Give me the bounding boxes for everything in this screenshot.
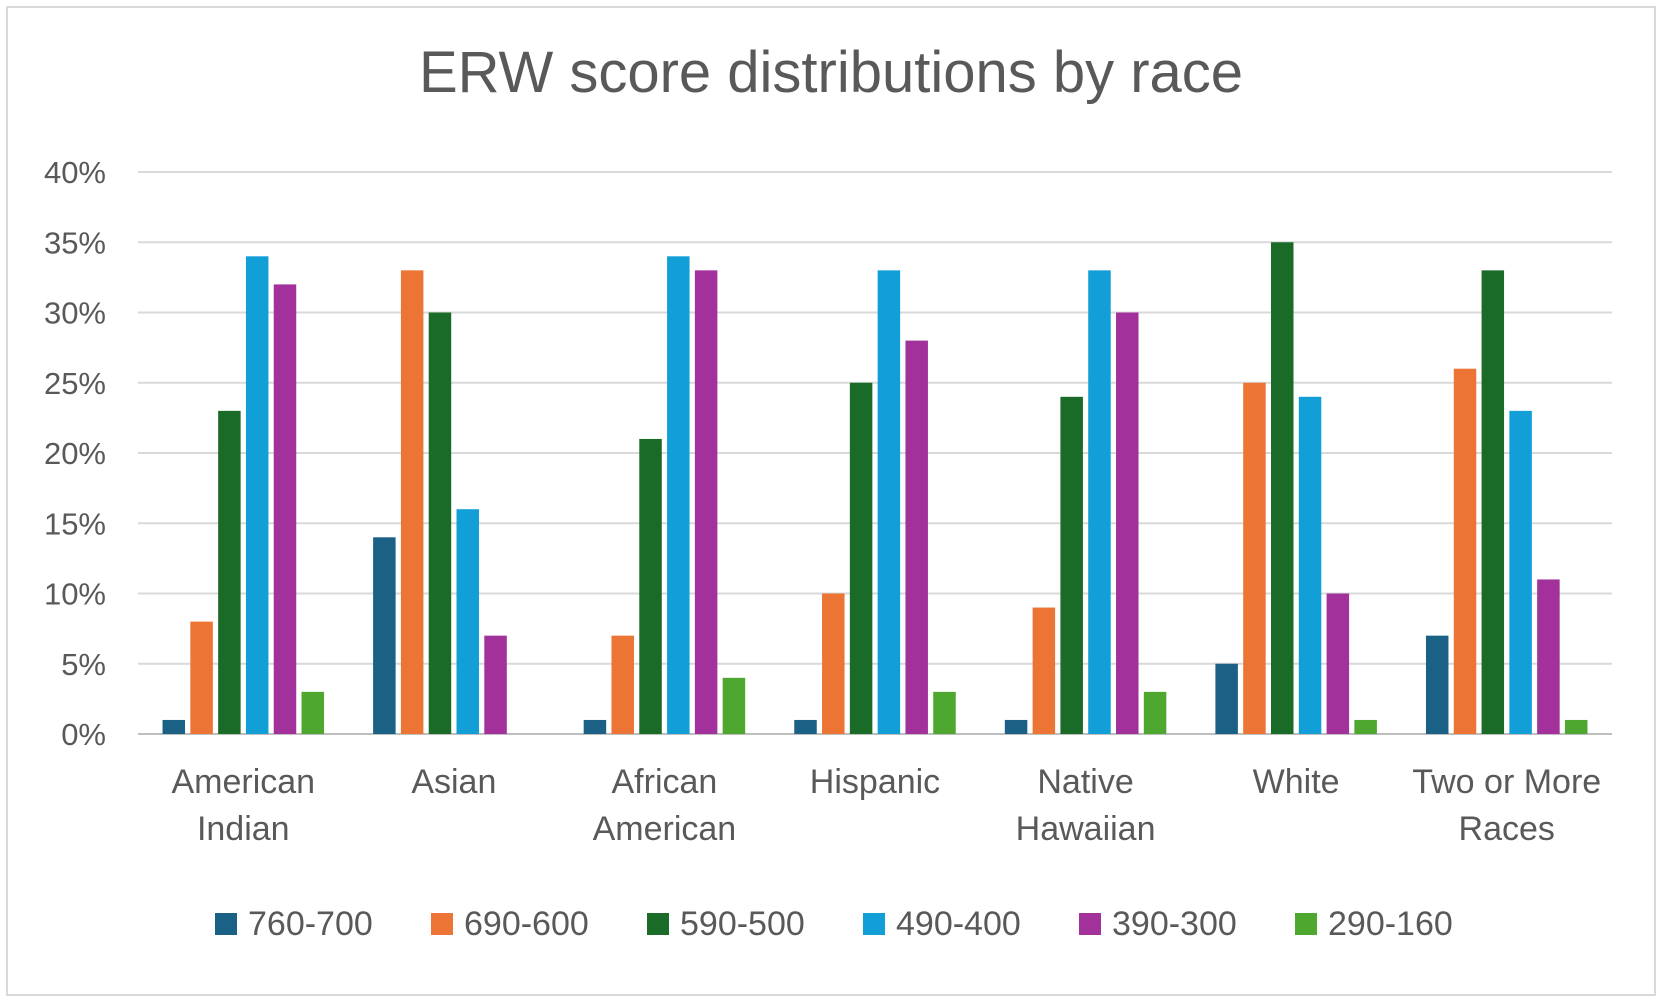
y-tick-label: 25% [44, 366, 106, 401]
legend-label: 590-500 [680, 905, 805, 943]
legend-swatch-760-700 [215, 913, 237, 935]
bar-290-160-2 [722, 677, 746, 734]
legend-swatch-290-160 [1295, 913, 1317, 935]
bar-760-700-5 [1215, 663, 1238, 734]
category-label: African [612, 763, 718, 801]
bar-590-500-1 [428, 312, 452, 734]
bar-690-600-5 [1243, 382, 1266, 734]
bar-390-300-2 [694, 270, 718, 734]
y-axis-ticks: 0% 5% 10% 15% 20% 25% 30% 35% 40% [44, 155, 106, 752]
y-tick-label: 20% [44, 436, 106, 471]
legend: 760-700 690-600 590-500 490-400 390-300 290-1… [215, 905, 1453, 943]
bar-390-300-3 [905, 340, 928, 734]
category-label: Races [1459, 810, 1555, 848]
bar-390-300-0 [273, 284, 297, 734]
category-label: American [593, 810, 737, 848]
bar-290-160-3 [933, 691, 956, 734]
bar-390-300-5 [1326, 593, 1350, 734]
bar-490-400-5 [1298, 396, 1322, 734]
bar-290-160-5 [1354, 719, 1377, 734]
bar-690-600-2 [611, 635, 634, 734]
legend-label: 290-160 [1328, 905, 1453, 943]
chart-title: ERW score distributions by race [419, 40, 1243, 105]
category-label: White [1253, 763, 1340, 801]
legend-label: 390-300 [1112, 905, 1237, 943]
legend-label: 490-400 [896, 905, 1021, 943]
bar-490-400-2 [667, 256, 690, 734]
bar-390-300-1 [484, 635, 507, 734]
bar-490-400-1 [456, 509, 480, 734]
y-tick-label: 0% [61, 717, 106, 752]
bar-690-600-3 [822, 593, 845, 734]
bars [162, 242, 1588, 734]
x-axis-categories: American Indian Asian African American Hispan… [171, 763, 1601, 848]
bar-590-500-0 [218, 410, 241, 734]
bar-490-400-6 [1509, 410, 1532, 734]
category-label: American [171, 763, 315, 801]
legend-swatch-590-500 [647, 913, 669, 935]
category-label: Indian [197, 810, 290, 848]
bar-390-300-4 [1116, 312, 1139, 734]
category-label: Hawaiian [1016, 810, 1156, 848]
category-label: Native [1037, 763, 1133, 801]
category-label: Hispanic [810, 763, 940, 801]
bar-690-600-6 [1453, 368, 1477, 734]
bar-760-700-6 [1425, 635, 1449, 734]
bar-590-500-3 [849, 382, 873, 734]
category-label: Asian [411, 763, 496, 801]
bar-760-700-3 [794, 719, 817, 734]
bar-590-500-4 [1060, 396, 1083, 734]
bar-690-600-0 [190, 621, 213, 734]
legend-swatch-490-400 [863, 913, 885, 935]
y-tick-label: 35% [44, 225, 106, 260]
gridlines [138, 171, 1612, 735]
bar-290-160-0 [301, 691, 325, 734]
bar-490-400-0 [245, 256, 269, 734]
bar-390-300-6 [1537, 579, 1560, 734]
bar-290-160-6 [1564, 719, 1588, 734]
bar-760-700-4 [1004, 719, 1028, 734]
bar-690-600-1 [400, 270, 424, 734]
bar-590-500-2 [639, 438, 662, 734]
bar-690-600-4 [1032, 607, 1056, 734]
y-tick-label: 30% [44, 296, 106, 331]
bar-590-500-6 [1481, 270, 1505, 734]
y-tick-label: 40% [44, 155, 106, 190]
y-tick-label: 15% [44, 506, 106, 541]
bar-490-400-3 [877, 270, 901, 734]
y-tick-label: 5% [61, 647, 106, 682]
category-label: Two or More [1412, 763, 1601, 801]
bar-590-500-5 [1270, 242, 1294, 734]
bar-760-700-0 [162, 719, 186, 734]
legend-swatch-690-600 [431, 913, 453, 935]
bar-760-700-2 [583, 719, 607, 734]
legend-swatch-390-300 [1079, 913, 1101, 935]
bar-760-700-1 [373, 537, 396, 734]
y-tick-label: 10% [44, 577, 106, 612]
bar-490-400-4 [1088, 270, 1111, 734]
bar-290-160-4 [1143, 691, 1167, 734]
legend-label: 760-700 [248, 905, 373, 943]
legend-label: 690-600 [464, 905, 589, 943]
